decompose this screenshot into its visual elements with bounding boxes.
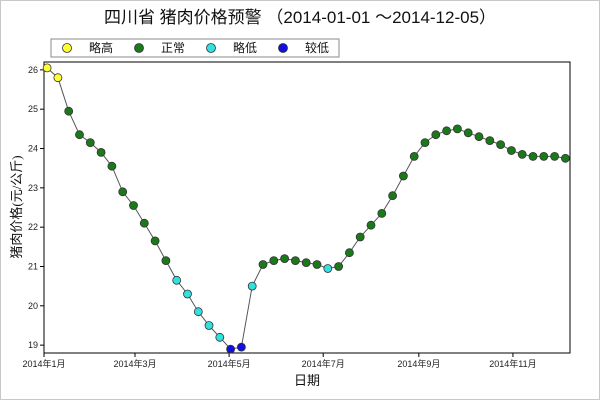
y-tick-label: 22 — [28, 222, 38, 232]
data-point — [312, 260, 322, 269]
data-point — [420, 138, 430, 148]
data-point — [129, 201, 138, 210]
y-tick-label: 20 — [28, 301, 38, 311]
data-point — [75, 130, 84, 140]
data-point — [528, 151, 538, 161]
plot-area — [43, 61, 571, 354]
data-point — [344, 248, 354, 258]
data-point — [258, 260, 268, 269]
data-point — [409, 151, 419, 161]
data-point — [463, 128, 473, 138]
y-axis: 19 20 21 22 23 24 25 26 — [28, 65, 44, 350]
data-point — [226, 344, 236, 354]
legend: 略高 正常 略低 较低 — [50, 38, 340, 58]
data-point — [118, 187, 128, 197]
data-point — [431, 130, 441, 140]
price-points — [42, 63, 570, 354]
chart-title: 四川省 猪肉价格预警 （2014-01-01 ～2014-12-05） — [104, 8, 496, 27]
y-tick-label: 25 — [28, 104, 38, 114]
data-point — [550, 151, 559, 161]
y-tick-label: 24 — [28, 144, 38, 154]
data-point — [355, 232, 365, 242]
data-point — [301, 258, 311, 268]
data-point — [85, 138, 95, 148]
data-point — [539, 151, 549, 161]
data-point — [290, 256, 300, 266]
data-point — [139, 218, 149, 228]
legend-label: 较低 — [305, 40, 329, 55]
y-tick-label: 21 — [28, 261, 38, 271]
data-point — [561, 153, 570, 163]
legend-marker — [278, 43, 288, 53]
data-point — [334, 262, 344, 271]
y-tick-label: 26 — [28, 65, 38, 75]
legend-box — [50, 38, 340, 58]
data-point — [517, 149, 527, 159]
data-point — [247, 281, 257, 291]
data-point — [388, 191, 398, 201]
data-point — [442, 126, 452, 136]
data-point — [193, 307, 203, 317]
data-point — [485, 136, 495, 146]
data-point — [53, 73, 63, 83]
x-tick-label: 2014年5月 — [208, 358, 251, 369]
data-point — [377, 208, 387, 218]
data-point — [215, 332, 225, 342]
legend-label: 正常 — [161, 41, 185, 55]
legend-label: 略高 — [89, 40, 113, 55]
data-point — [150, 236, 160, 246]
data-point — [452, 124, 462, 134]
data-point — [161, 256, 171, 266]
x-tick-label: 2014年1月 — [22, 358, 65, 369]
data-point — [107, 161, 117, 171]
data-point — [506, 146, 516, 155]
data-point — [64, 106, 74, 116]
y-tick-label: 19 — [28, 340, 38, 350]
data-point — [183, 289, 192, 299]
x-tick-label: 2014年11月 — [489, 358, 536, 369]
y-tick-label: 23 — [28, 183, 38, 193]
legend-label: 略低 — [233, 40, 257, 55]
legend-marker — [206, 43, 216, 53]
data-point — [280, 254, 290, 264]
data-point — [366, 220, 376, 230]
data-point — [398, 171, 408, 181]
data-point — [474, 132, 484, 142]
x-axis-label: 日期 — [294, 373, 320, 388]
data-point — [204, 321, 214, 330]
y-axis-label: 猪肉价格(元/公斤) — [9, 155, 24, 258]
x-tick-label: 2014年9月 — [397, 358, 440, 369]
x-tick-label: 2014年7月 — [302, 358, 345, 369]
data-point — [323, 264, 333, 273]
data-point — [96, 147, 106, 157]
data-point — [269, 256, 279, 266]
data-point — [496, 140, 506, 150]
data-point — [172, 275, 182, 285]
legend-marker — [134, 43, 144, 53]
x-tick-label: 2014年3月 — [113, 358, 156, 369]
legend-marker — [62, 43, 72, 53]
x-axis: 2014年1月 2014年3月 2014年5月 2014年7月 2014年9月 2014年… — [22, 353, 537, 369]
data-point — [236, 342, 246, 352]
data-point — [42, 63, 52, 73]
